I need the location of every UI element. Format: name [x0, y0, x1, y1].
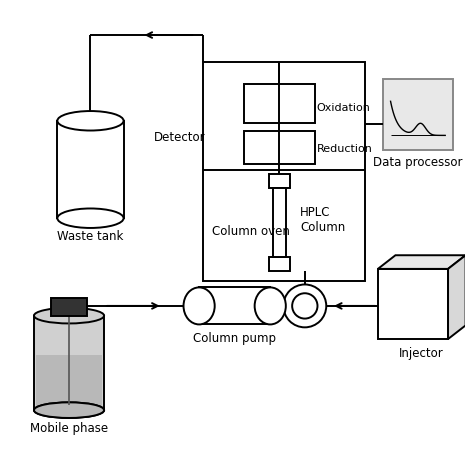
Ellipse shape	[57, 208, 124, 228]
Circle shape	[283, 284, 326, 328]
Bar	[34, 316, 104, 410]
Bar	[52, 298, 87, 316]
Bar	[273, 188, 286, 257]
Bar	[57, 121, 124, 218]
Bar	[269, 257, 290, 271]
Ellipse shape	[34, 402, 104, 418]
Ellipse shape	[255, 287, 286, 324]
Bar	[245, 84, 315, 123]
Bar	[245, 130, 315, 164]
Ellipse shape	[57, 111, 124, 130]
Text: Column oven: Column oven	[212, 225, 290, 238]
Bar	[199, 287, 270, 324]
Bar	[36, 355, 102, 410]
Polygon shape	[378, 255, 465, 269]
Bar	[383, 79, 453, 150]
Ellipse shape	[183, 287, 215, 324]
Bar	[269, 174, 290, 188]
Polygon shape	[448, 255, 465, 339]
Text: Injector: Injector	[400, 347, 444, 360]
Ellipse shape	[34, 308, 104, 323]
Text: Oxidation: Oxidation	[317, 103, 370, 113]
Ellipse shape	[34, 402, 104, 418]
Text: Column pump: Column pump	[193, 332, 276, 345]
Text: HPLC
Column: HPLC Column	[300, 206, 345, 234]
Text: Mobile phase: Mobile phase	[30, 422, 108, 435]
Text: Reduction: Reduction	[317, 144, 373, 154]
Circle shape	[292, 293, 318, 318]
Bar	[202, 63, 365, 280]
Bar	[378, 269, 448, 339]
Text: Detector: Detector	[154, 131, 205, 144]
Text: Data processor: Data processor	[373, 156, 463, 169]
Text: Waste tank: Waste tank	[57, 230, 124, 243]
